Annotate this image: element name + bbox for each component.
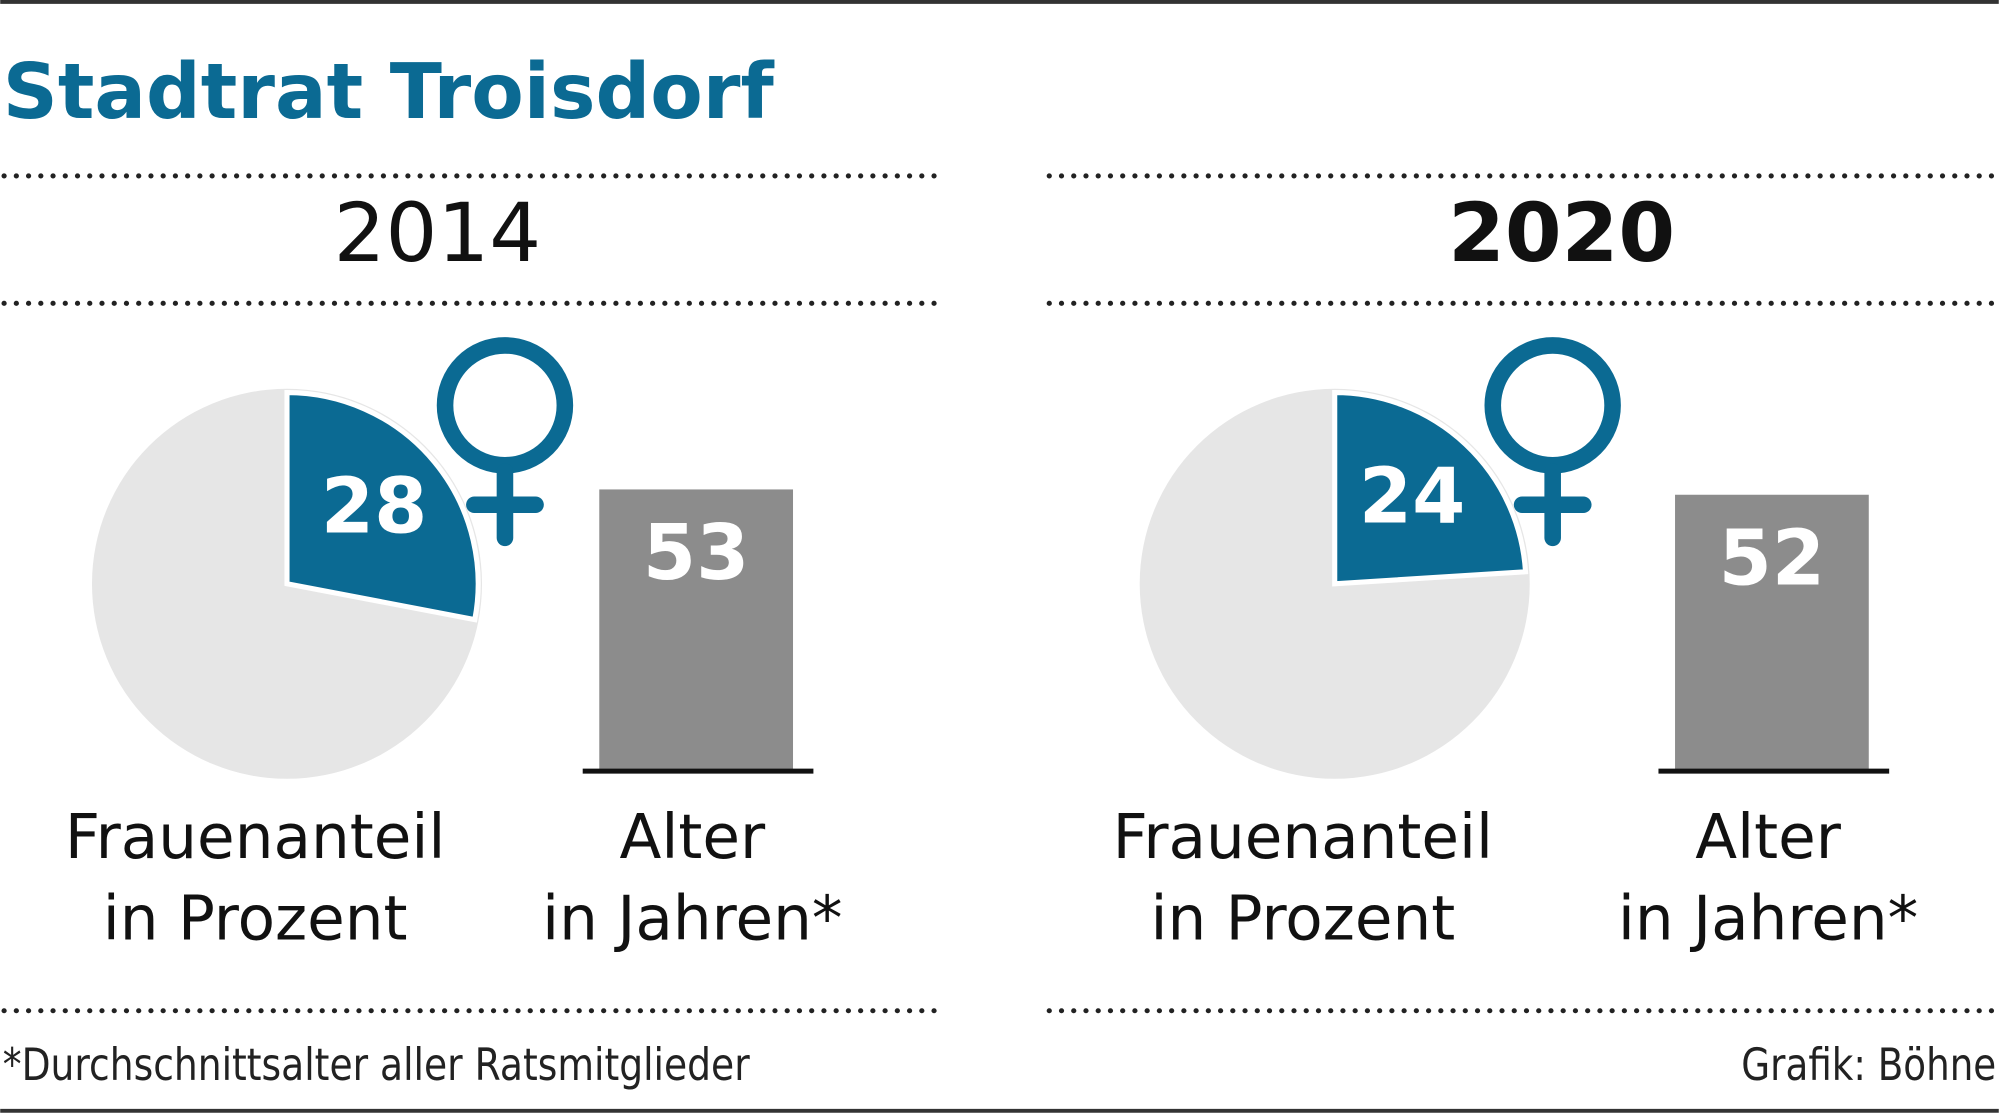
panel-title: 2020 (1448, 186, 1675, 281)
credit: Grafik: Böhne (1741, 1039, 1996, 1091)
bar-value-label: 53 (643, 509, 749, 598)
bar-caption: in Jahren* (1618, 883, 1918, 954)
pie-slice (284, 390, 481, 623)
bar-caption: in Jahren* (542, 883, 842, 954)
bar-value-label: 52 (1719, 515, 1825, 604)
female-symbol (1484, 337, 1621, 474)
female-symbol (436, 337, 574, 474)
pie-caption: in Prozent (1150, 883, 1455, 954)
pie-caption: in Prozent (103, 883, 408, 954)
bar-caption: Alter (1695, 802, 1841, 873)
bar (599, 489, 794, 772)
footnote: *Durchschnittsalter aller Ratsmitglieder (3, 1039, 750, 1091)
pie-value-label: 28 (321, 463, 427, 552)
pie-caption: Frauenanteil (65, 802, 445, 873)
bar (1675, 494, 1869, 772)
pie-caption: Frauenanteil (1113, 802, 1493, 873)
title: Stadtrat Troisdorf (3, 48, 775, 137)
pie-value-label: 24 (1359, 452, 1465, 541)
pie-slice (1332, 390, 1529, 587)
bar-caption: Alter (620, 802, 766, 873)
panel-title: 2014 (334, 186, 542, 281)
